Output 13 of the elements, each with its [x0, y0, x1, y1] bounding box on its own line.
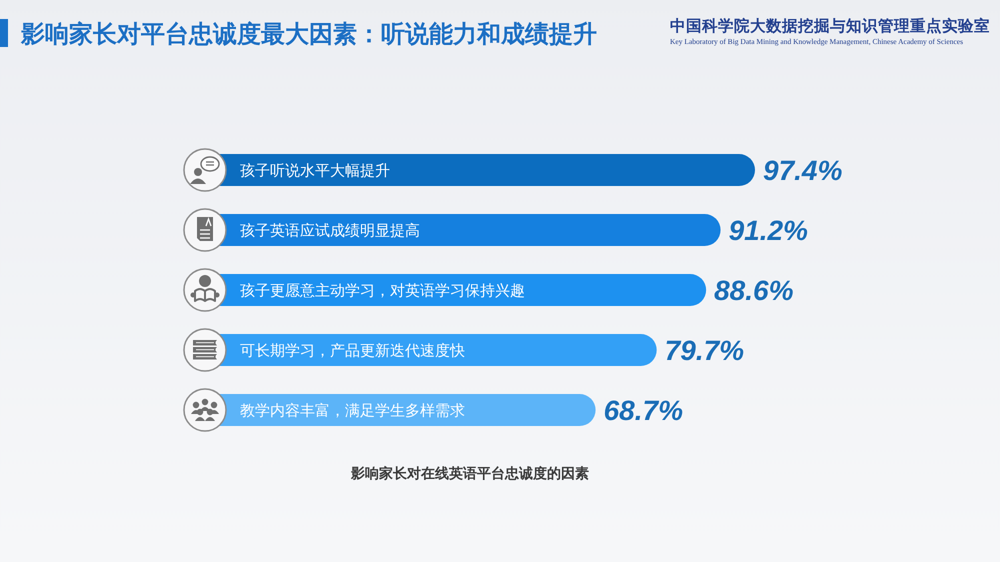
data-label: 79.7% — [664, 335, 744, 366]
data-label: 68.7% — [604, 395, 684, 426]
y-tick-label: 教学内容丰富，满足学生多样需求 — [240, 402, 465, 420]
y-tick-label: 可长期学习，产品更新迭代速度快 — [240, 342, 465, 360]
data-label: 91.2% — [728, 215, 808, 246]
y-tick-label: 孩子更愿意主动学习，对英语学习保持兴趣 — [240, 282, 525, 300]
data-label: 88.6% — [714, 275, 794, 306]
text: 影响家长对在线英语平台忠诚度的因素 — [350, 465, 589, 481]
y-tick-label: 孩子英语应试成绩明显提高 — [240, 222, 420, 240]
y-tick-label: 孩子听说水平大幅提升 — [240, 162, 390, 180]
text: 中国科学院大数据挖掘与知识管理重点实验室 — [670, 16, 990, 35]
chart-title: 影响家长对平台忠诚度最大因素：听说能力和成绩提升 — [20, 21, 597, 48]
data-label: 97.4% — [763, 155, 842, 186]
